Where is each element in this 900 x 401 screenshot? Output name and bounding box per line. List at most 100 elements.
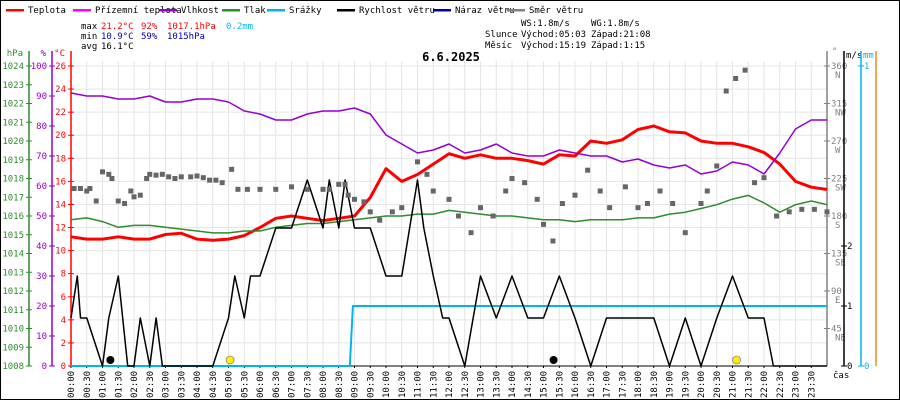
pressure-axis-tick-label: 1012 <box>2 287 24 297</box>
wind-direction-point <box>115 198 121 204</box>
rain-tick-label: 0 <box>864 362 869 372</box>
wind-direction-point <box>698 201 704 206</box>
wind-direction-point <box>352 196 357 202</box>
wind-direction-tick-value: 90 <box>831 287 842 297</box>
x-tick-label: 22:00 <box>760 371 770 398</box>
series-line-1 <box>70 92 827 175</box>
pressure-axis-tick-label: 1021 <box>2 118 24 128</box>
pressure-axis-tick-label: 1010 <box>2 325 24 335</box>
x-tick-label: 06:00 <box>256 371 266 398</box>
x-tick-label: 03:00 <box>162 371 172 398</box>
moon-set: Západ:1:15 <box>591 41 645 51</box>
x-tick-label: 16:00 <box>571 371 581 398</box>
wind-direction-point <box>342 181 348 187</box>
wind-direction-point <box>572 192 578 198</box>
x-tick-label: 04:30 <box>209 371 219 398</box>
wind-speed-stat: WS:1.8m/s <box>521 19 570 29</box>
series-line-0 <box>70 124 828 242</box>
wind-direction-point <box>229 166 235 172</box>
x-tick-label: 17:00 <box>603 371 613 398</box>
wind-direction-point <box>478 205 483 211</box>
humidity-axis-tick-label: 10 <box>36 332 47 342</box>
wind-direction-point <box>128 188 134 194</box>
wind-direction-tick-label: NE <box>835 334 846 344</box>
x-tick-label: 01:30 <box>114 371 124 398</box>
x-tick-label: 03:30 <box>177 371 187 398</box>
series-line-2 <box>70 194 828 234</box>
x-tick-label: 11:30 <box>429 371 439 398</box>
stats-avg-temp: 16.1°C <box>101 42 134 52</box>
wind-speed-tick-label: 1 <box>847 302 852 312</box>
pressure-axis-tick-label: 1019 <box>2 156 24 166</box>
wind-direction-point <box>597 188 603 194</box>
wind-direction-tick-value: 225 <box>831 175 847 185</box>
x-tick-label: 21:00 <box>729 371 739 398</box>
wind-direction-point <box>430 188 436 194</box>
pressure-axis-unit: hPa <box>7 49 23 59</box>
stats-max-rain: 0.2mm <box>226 22 253 32</box>
wind-direction-point <box>336 181 342 187</box>
stats-max-press: 1017.1hPa <box>167 22 216 32</box>
wind-direction-point <box>541 221 546 227</box>
x-tick-label: 05:30 <box>240 371 250 398</box>
stats-avg-label: avg <box>81 42 97 52</box>
wind-gust-stat: WG:1.8m/s <box>591 19 640 29</box>
wind-direction-tick-value: 315 <box>831 100 847 110</box>
pressure-axis-tick-label: 1020 <box>2 137 24 147</box>
legend-swatch <box>507 9 525 12</box>
humidity-axis-tick-label: 70 <box>36 152 47 162</box>
wind-direction-point <box>320 186 326 192</box>
wind-direction-point <box>704 188 710 194</box>
wind-direction-tick-value: 135 <box>831 250 847 260</box>
wind-direction-tick-label: W <box>835 146 841 156</box>
x-tick-label: 02:00 <box>130 371 140 398</box>
wind-direction-point <box>399 205 405 211</box>
x-tick-label: 08:00 <box>319 371 329 398</box>
wind-speed-unit: m/s <box>846 51 862 61</box>
humidity-axis-tick-label: 40 <box>36 242 47 252</box>
legend-label: Rychlost větru <box>359 6 435 16</box>
legend-swatch <box>337 9 355 12</box>
legend-label: Náraz větru <box>455 6 515 16</box>
legend: Teplota Přízemní teplota Vlhkost Tlak Srážky… <box>6 6 583 16</box>
stats-min-hum: 59% <box>141 32 158 42</box>
x-tick-label: 13:00 <box>477 371 487 398</box>
wind-direction-point <box>93 198 99 204</box>
x-tick-label: 07:30 <box>303 371 313 398</box>
legend-label: Srážky <box>289 6 322 16</box>
wind-direction-point <box>559 201 565 206</box>
wind-direction-unit: ° <box>832 47 837 57</box>
x-tick-label: 05:00 <box>225 371 235 398</box>
rain-tick-label: 1 <box>864 62 869 72</box>
temperature-axis-tick-label: 24 <box>55 85 66 95</box>
rain-axis: mm 0 1 <box>858 51 874 372</box>
temperature-axis-tick-label: 22 <box>55 108 66 118</box>
pressure-axis-tick-label: 1018 <box>2 175 24 185</box>
wind-direction-tick-value: 45 <box>831 325 842 335</box>
sun-icon <box>225 355 235 365</box>
stats-max-temp: 21.2°C <box>101 22 134 32</box>
wind-direction-point <box>786 209 792 215</box>
x-tick-label: 15:00 <box>540 371 550 398</box>
wind-direction-tick-label: N <box>835 71 840 81</box>
stats-max-label: max <box>81 22 98 32</box>
stats-min-press: 1015hPa <box>167 32 205 42</box>
pressure-axis-tick-label: 1008 <box>2 362 24 372</box>
wind-direction-point <box>657 188 663 194</box>
x-tick-label: 01:00 <box>99 371 109 398</box>
chart-title: 6.6.2025 <box>422 50 480 64</box>
moon-rise: Východ:15:19 <box>521 41 586 51</box>
wind-direction-point <box>824 209 830 215</box>
legend-swatch <box>159 9 177 12</box>
humidity-axis-tick-label: 30 <box>36 272 47 282</box>
wind-direction-point <box>289 184 294 190</box>
stats-min-label: min <box>81 32 97 42</box>
wind-direction-point <box>326 186 332 192</box>
wind-direction-point <box>742 67 748 73</box>
wind-direction-point <box>159 171 165 177</box>
temperature-axis-tick-label: 0 <box>61 362 66 372</box>
x-tick-label: 23:30 <box>807 371 817 398</box>
